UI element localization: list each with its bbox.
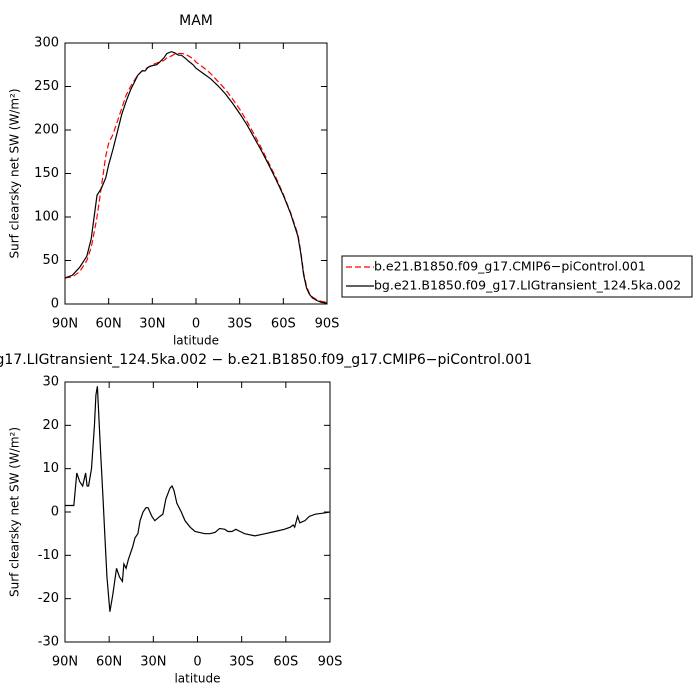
y-tick-label: 0 [51, 505, 59, 520]
x-tick-label: 60S [271, 317, 296, 332]
x-tick-label: 30N [140, 655, 166, 670]
y-tick-label: 50 [42, 253, 59, 268]
y-tick-label: 200 [34, 123, 59, 138]
y-tick-label: -30 [38, 635, 59, 650]
y-tick-label: 30 [42, 375, 59, 390]
line-series [65, 386, 331, 612]
legend-label: bg.e21.B1850.f09_g17.LIGtransient_124.5k… [374, 278, 681, 293]
y-tick-label: 300 [34, 36, 59, 51]
y-tick-label: 250 [34, 79, 59, 94]
y-tick-label: 100 [34, 210, 59, 225]
chart-title: MAM [179, 13, 213, 29]
y-tick-label: 20 [42, 418, 59, 433]
x-axis-label: latitude [174, 672, 220, 686]
x-tick-label: 60N [96, 655, 122, 670]
x-tick-label: 60S [273, 655, 298, 670]
chart-title: bg.e21.B1850.f09_g17.LIGtransient_124.5k… [0, 352, 532, 368]
x-tick-label: 60N [96, 317, 122, 332]
x-tick-label: 90S [318, 655, 343, 670]
y-tick-label: 150 [34, 166, 59, 181]
x-tick-label: 30S [227, 317, 252, 332]
x-tick-label: 90N [52, 317, 78, 332]
x-tick-label: 90N [52, 655, 78, 670]
legend-label: b.e21.B1850.f09_g17.CMIP6−piControl.001 [374, 259, 646, 274]
x-tick-label: 90S [315, 317, 340, 332]
y-tick-label: 0 [51, 297, 59, 312]
line-series [64, 52, 328, 303]
x-tick-label: 30S [229, 655, 254, 670]
y-tick-label: -10 [38, 548, 59, 563]
y-axis-label: Surf clearsky net SW (W/m²) [8, 427, 22, 597]
plot-frame [64, 381, 331, 643]
line-series [64, 51, 328, 304]
plot-frame [64, 42, 328, 305]
y-axis-label: Surf clearsky net SW (W/m²) [8, 88, 22, 258]
y-tick-label: -20 [38, 591, 59, 606]
x-tick-label: 0 [192, 317, 200, 332]
y-tick-label: 10 [42, 461, 59, 476]
legend-box [341, 255, 693, 298]
x-tick-label: 0 [193, 655, 201, 670]
x-axis-label: latitude [173, 334, 219, 348]
x-tick-label: 30N [139, 317, 165, 332]
